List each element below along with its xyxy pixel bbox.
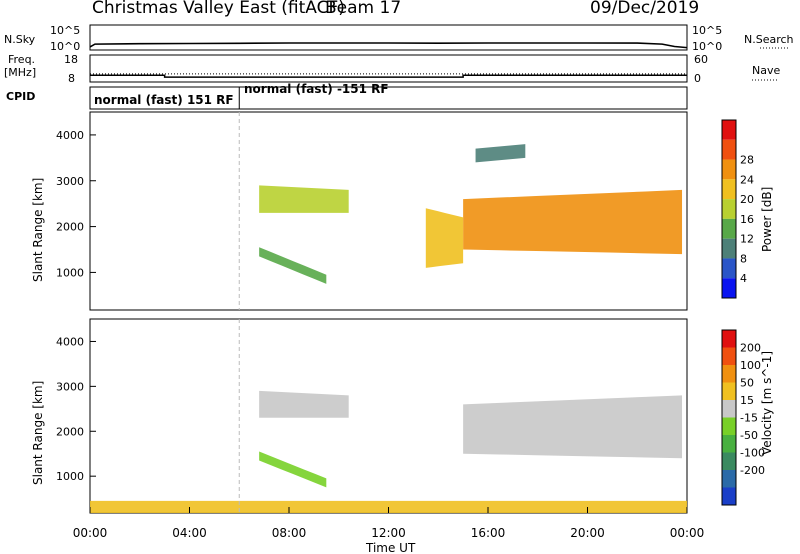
xtick-label-4: 16:00: [471, 526, 506, 540]
colorbar-tick-velocity-0: 200: [740, 342, 761, 355]
freq-label: Freq.: [8, 53, 35, 66]
colorbar-tick-velocity-3: 15: [740, 394, 754, 407]
colorbar-tick-power-0: 4: [740, 272, 747, 285]
colorbar-swatch-velocity-8: [722, 470, 736, 488]
nave-label: Nave: [752, 64, 780, 77]
nsky-panel: [89, 24, 688, 51]
nsky-series-line: [89, 42, 688, 49]
nsky-ytick-bottom-right: 10^0: [692, 40, 722, 53]
colorbar-tick-power-4: 20: [740, 193, 754, 206]
colorbar-tick-power-3: 16: [740, 213, 754, 226]
heatmap-region-power-2: [463, 189, 683, 255]
ytick-label-velocity-3: 4000: [56, 335, 84, 348]
colorbar-swatch-power-7: [722, 258, 736, 279]
velocity-ylabel: Slant Range [km]: [31, 381, 45, 485]
colorbar-swatch-power-2: [722, 159, 736, 180]
colorbar-swatch-power-8: [722, 278, 736, 298]
colorbar-swatch-velocity-1: [722, 347, 736, 365]
colorbar-swatch-velocity-3: [722, 382, 736, 400]
colorbar-tick-velocity-2: 50: [740, 377, 754, 390]
station-title: Christmas Valley East (fitACF): [92, 0, 345, 18]
colorbar-tick-power-6: 28: [740, 154, 754, 167]
beam-title: Beam 17: [325, 0, 401, 18]
nsky-ytick-bottom: 10^0: [50, 40, 80, 53]
xtick-label-2: 08:00: [272, 526, 307, 540]
heatmap-region-velocity-2: [463, 395, 683, 459]
colorbar-tick-power-5: 24: [740, 173, 754, 186]
xtick-label-6: 00:00: [670, 526, 705, 540]
cpid-label: CPID: [6, 90, 35, 103]
colorbar-swatch-velocity-7: [722, 452, 736, 470]
colorbar-swatch-velocity-0: [722, 330, 736, 348]
ytick-label-velocity-1: 2000: [56, 425, 84, 438]
nave-ytick-bottom: 0: [694, 72, 701, 85]
colorbar-tick-velocity-5: -50: [740, 429, 758, 442]
cpid-panel: [89, 86, 688, 110]
ytick-label-velocity-0: 1000: [56, 470, 84, 483]
colorbar-swatch-power-6: [722, 238, 736, 259]
xtick-label-3: 12:00: [371, 526, 406, 540]
colorbar-tick-power-2: 12: [740, 233, 754, 246]
xtick-label-0: 00:00: [73, 526, 108, 540]
time-xlabel: Time UT: [365, 541, 416, 554]
colorbar-tick-velocity-6: -100: [740, 447, 765, 460]
colorbar-swatch-power-0: [722, 120, 736, 140]
power-ylabel: Slant Range [km]: [31, 178, 45, 282]
colorbar-swatch-power-5: [722, 218, 736, 239]
colorbar-swatch-velocity-9: [722, 487, 736, 505]
colorbar-tick-velocity-7: -200: [740, 464, 765, 477]
date-title: 09/Dec/2019: [590, 0, 699, 18]
colorbar-tick-velocity-4: -15: [740, 412, 758, 425]
freq-panel: [89, 54, 688, 83]
ytick-label-velocity-2: 3000: [56, 380, 84, 393]
velocity-colorbar-label: Velocity [m s^-1]: [760, 351, 774, 455]
heatmap-region-power-3: [475, 144, 526, 163]
nsky-label: N.Sky: [4, 33, 36, 46]
ytick-label-power-0: 1000: [56, 266, 84, 279]
ytick-label-power-3: 4000: [56, 129, 84, 142]
heatmap-region-power-0: [259, 185, 349, 213]
heatmap-region-power-1: [259, 247, 327, 284]
colorbar-tick-velocity-1: 100: [740, 359, 761, 372]
nsky-ytick-top: 10^5: [50, 24, 80, 37]
heatmap-region-power-4: [425, 208, 464, 268]
colorbar-swatch-power-4: [722, 199, 736, 219]
colorbar-swatch-velocity-5: [722, 417, 736, 435]
ytick-label-power-2: 3000: [56, 175, 84, 188]
xtick-label-5: 20:00: [570, 526, 605, 540]
freq-unit-label: [MHz]: [4, 66, 36, 79]
colorbar-swatch-power-1: [722, 139, 736, 160]
power-panel: [89, 111, 688, 311]
nave-ytick-top: 60: [694, 53, 708, 66]
freq-series-line: [90, 74, 687, 78]
cpid-segment-2: normal (fast) -151 RF: [244, 82, 389, 96]
nsky-ytick-top-right: 10^5: [692, 24, 722, 37]
nsearch-label: N.Search: [744, 33, 794, 46]
cpid-segment-1: normal (fast) 151 RF: [94, 93, 234, 107]
colorbar-tick-power-1: 8: [740, 252, 747, 265]
colorbar-swatch-velocity-2: [722, 365, 736, 383]
heatmap-region-velocity-0: [259, 390, 349, 418]
colorbar-frame-velocity: [721, 329, 737, 506]
freq-ytick-top: 18: [64, 53, 78, 66]
colorbar-frame-power: [721, 119, 737, 299]
heatmap-region-velocity-1: [259, 451, 327, 488]
ytick-label-power-1: 2000: [56, 221, 84, 234]
colorbar-swatch-velocity-4: [722, 400, 736, 418]
colorbar-swatch-velocity-6: [722, 435, 736, 453]
xtick-label-1: 04:00: [172, 526, 207, 540]
freq-ytick-bottom: 8: [68, 72, 75, 85]
power-colorbar-label: Power [dB]: [760, 187, 774, 252]
colorbar-swatch-power-3: [722, 179, 736, 200]
